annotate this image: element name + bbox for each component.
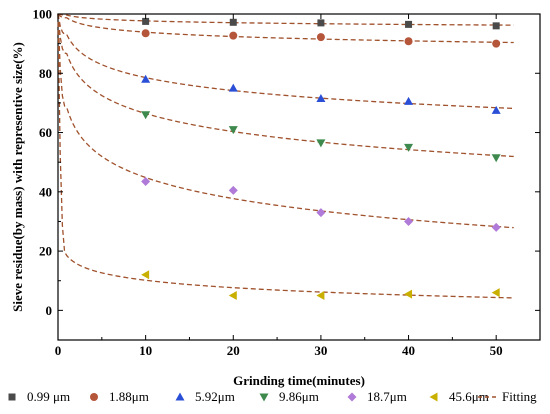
data-point bbox=[492, 22, 500, 30]
fitting-curve bbox=[57, 13, 514, 229]
legend: 0.99 μm 1.88μm 5.92μm 9.86μm 18.7μm 45.6μm Fit… bbox=[8, 389, 537, 404]
data-point bbox=[141, 74, 151, 83]
data-point bbox=[141, 111, 151, 120]
legend-swatch bbox=[347, 392, 357, 402]
legend-swatch bbox=[429, 392, 438, 402]
legend-label: 0.99 μm bbox=[27, 389, 70, 404]
plot-area bbox=[57, 13, 541, 341]
legend-item: 9.86μm bbox=[259, 389, 319, 404]
legend-item: 1.88μm bbox=[90, 389, 149, 404]
data-point bbox=[316, 291, 325, 301]
legend-swatch bbox=[175, 392, 185, 401]
fitting-curves bbox=[57, 13, 514, 299]
legend-label: 45.6μm bbox=[449, 389, 489, 404]
legend-swatch bbox=[90, 393, 98, 401]
data-point bbox=[141, 176, 151, 186]
legend-label: Fitting bbox=[502, 389, 537, 404]
legend-swatch bbox=[8, 393, 16, 401]
legend-swatch bbox=[259, 393, 269, 402]
data-point bbox=[404, 37, 413, 46]
legend-item: 45.6μm bbox=[429, 389, 489, 404]
data-point bbox=[142, 17, 150, 25]
y-tick-label: 60 bbox=[39, 125, 52, 140]
fitting-curve bbox=[57, 13, 514, 158]
data-point bbox=[316, 139, 326, 148]
data-point bbox=[141, 29, 150, 38]
legend-label: 18.7μm bbox=[367, 389, 407, 404]
data-point bbox=[228, 291, 237, 301]
legend-label: 1.88μm bbox=[109, 389, 149, 404]
data-point bbox=[228, 126, 238, 135]
x-tick-label: 20 bbox=[227, 343, 240, 358]
legend-label: 5.92μm bbox=[195, 389, 235, 404]
data-point bbox=[491, 105, 501, 114]
data-point bbox=[317, 19, 325, 27]
data-markers bbox=[141, 17, 501, 301]
fitting-curve bbox=[57, 13, 514, 44]
data-point bbox=[228, 185, 238, 195]
legend-item: 0.99 μm bbox=[8, 389, 70, 404]
legend-label: 9.86μm bbox=[279, 389, 319, 404]
data-point bbox=[316, 33, 325, 42]
data-point bbox=[405, 20, 413, 28]
fitting-curve bbox=[57, 13, 514, 299]
data-point bbox=[316, 208, 326, 218]
data-point bbox=[404, 216, 414, 226]
data-point bbox=[141, 270, 150, 280]
plot-frame bbox=[57, 13, 541, 341]
y-axis-title: Sieve residue(by mass) with representive… bbox=[10, 42, 25, 312]
x-tick-label: 40 bbox=[402, 343, 415, 358]
data-point bbox=[491, 288, 500, 298]
y-tick-label: 20 bbox=[39, 244, 52, 259]
legend-item: 18.7μm bbox=[347, 389, 407, 404]
data-point bbox=[316, 93, 326, 102]
x-tick-label: 50 bbox=[490, 343, 503, 358]
x-tick-label: 0 bbox=[55, 343, 62, 358]
data-point bbox=[228, 83, 238, 92]
legend-item: 5.92μm bbox=[175, 389, 235, 404]
x-tick-label: 10 bbox=[139, 343, 152, 358]
data-point bbox=[491, 222, 501, 232]
x-tick-label: 30 bbox=[314, 343, 327, 358]
fitting-curve bbox=[57, 13, 514, 26]
x-axis-title: Grinding time(minutes) bbox=[233, 373, 365, 388]
fitting-curve bbox=[57, 13, 514, 110]
data-point bbox=[492, 39, 501, 48]
axis-ticks: 0 10 20 30 40 50 0 20 40 60 80 100 bbox=[33, 7, 540, 358]
data-point bbox=[404, 143, 414, 152]
legend-item: Fitting bbox=[478, 389, 537, 404]
y-tick-label: 80 bbox=[39, 66, 52, 81]
y-tick-label: 40 bbox=[39, 184, 52, 199]
data-point bbox=[229, 18, 237, 26]
y-tick-label: 0 bbox=[46, 303, 53, 318]
data-point bbox=[404, 96, 414, 105]
y-tick-label: 100 bbox=[33, 7, 53, 22]
data-point bbox=[229, 31, 238, 40]
data-point bbox=[491, 154, 501, 163]
data-point bbox=[404, 289, 413, 299]
